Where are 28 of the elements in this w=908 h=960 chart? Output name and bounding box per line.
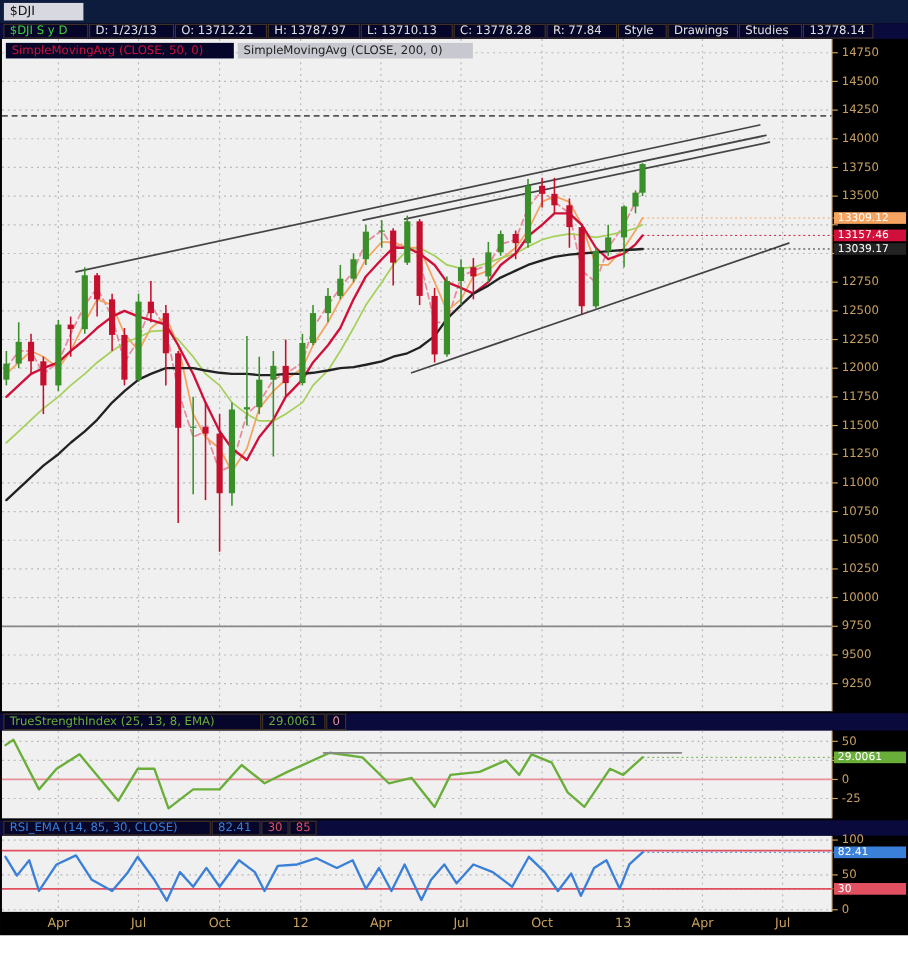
candlestick xyxy=(3,350,10,387)
candlestick xyxy=(109,292,116,352)
candlestick xyxy=(147,280,154,324)
candlestick xyxy=(457,258,465,306)
candlestick xyxy=(337,264,344,301)
candlestick xyxy=(362,224,369,266)
candlestick xyxy=(404,214,411,266)
candlestick xyxy=(470,257,477,301)
candlestick xyxy=(512,229,519,260)
candlestick xyxy=(27,333,35,375)
candlestick xyxy=(270,350,277,458)
candlestick xyxy=(350,252,357,283)
candlestick xyxy=(485,241,492,283)
candlestick xyxy=(620,204,628,269)
candlestick xyxy=(539,176,546,209)
candlestick xyxy=(256,355,263,415)
candlestick xyxy=(299,333,306,387)
candlestick xyxy=(162,304,169,387)
candlestick xyxy=(40,355,47,415)
candlestick xyxy=(309,304,317,347)
candlestick xyxy=(497,229,504,257)
candlestick xyxy=(390,227,397,287)
candlestick xyxy=(282,338,289,398)
candlestick xyxy=(15,321,22,369)
candlestick xyxy=(94,272,101,318)
candlestick xyxy=(605,224,612,257)
candlestick xyxy=(324,287,332,324)
candlestick xyxy=(121,327,128,387)
